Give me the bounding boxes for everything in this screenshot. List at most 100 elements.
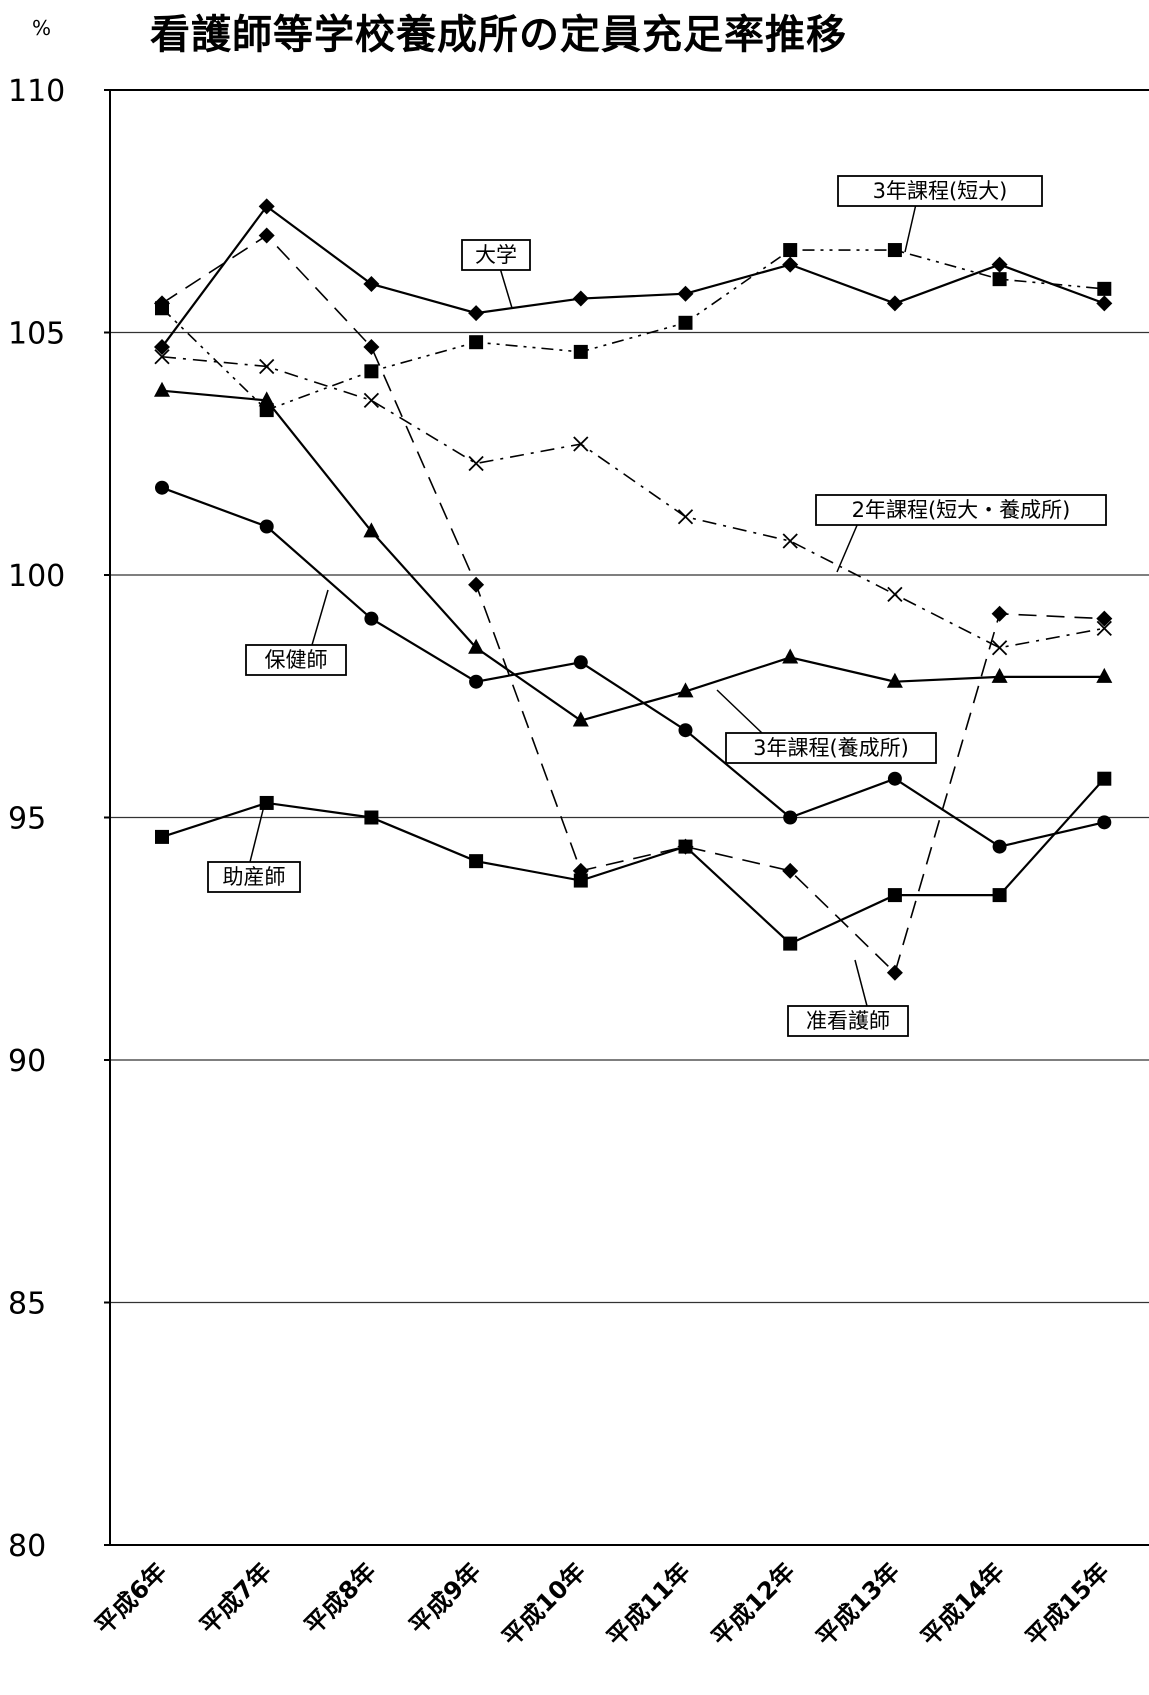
data-point-s2-6 xyxy=(782,533,798,549)
data-point-s5-4 xyxy=(573,873,588,888)
data-point-s3-7 xyxy=(886,672,903,688)
data-point-s2-5 xyxy=(677,509,694,525)
series-callout: 3年課程(短大) xyxy=(837,175,1043,253)
data-point-s5-9 xyxy=(1097,771,1112,786)
data-point-s6-8 xyxy=(991,605,1008,622)
data-point-s1-8 xyxy=(992,272,1007,287)
series-label: 3年課程(養成所) xyxy=(753,736,909,760)
data-point-s6-7 xyxy=(886,964,903,981)
data-point-s6-9 xyxy=(1096,610,1113,627)
data-point-s5-8 xyxy=(992,888,1007,903)
series-markers xyxy=(154,198,1113,981)
y-tick-label: 80 xyxy=(8,1529,46,1564)
data-point-s6-0 xyxy=(154,295,170,312)
series-label: 2年課程(短大・養成所) xyxy=(852,498,1071,522)
data-point-s4-1 xyxy=(259,519,274,534)
data-point-s2-2 xyxy=(363,392,380,409)
x-tick-label: 平成7年 xyxy=(194,1557,277,1640)
data-point-s4-0 xyxy=(155,480,169,495)
series-line-4 xyxy=(161,486,1105,848)
data-point-s3-6 xyxy=(782,648,799,664)
data-point-s3-0 xyxy=(154,381,170,397)
data-point-s3-9 xyxy=(1096,667,1113,683)
y-tick-label: 95 xyxy=(8,802,46,837)
data-point-s2-8 xyxy=(991,640,1008,656)
series-label: 3年課程(短大) xyxy=(873,179,1008,203)
data-point-s1-7 xyxy=(887,243,902,258)
data-point-s5-1 xyxy=(259,795,274,810)
chart-title: 看護師等学校養成所の定員充足率推移 xyxy=(150,12,847,58)
data-point-s1-3 xyxy=(469,335,484,350)
y-tick-label: 100 xyxy=(8,559,65,594)
data-point-s5-7 xyxy=(887,888,902,903)
data-point-s2-1 xyxy=(259,358,275,375)
data-point-s4-3 xyxy=(469,674,484,689)
series-line-6 xyxy=(161,234,1105,975)
y-tick-labels: 110 105 100 95 90 85 80 xyxy=(8,74,65,1564)
series-callout: 保健師 xyxy=(245,589,347,676)
series-line-3 xyxy=(161,389,1105,722)
x-tick-label: 平成9年 xyxy=(404,1557,487,1640)
x-tick-label: 平成12年 xyxy=(706,1557,800,1651)
series-callout: 3年課程(養成所) xyxy=(716,689,937,764)
data-point-s5-2 xyxy=(364,810,379,825)
data-point-s4-6 xyxy=(783,810,798,825)
data-point-s3-3 xyxy=(468,638,485,654)
data-point-s5-0 xyxy=(155,829,169,844)
data-point-s5-3 xyxy=(469,854,484,869)
data-point-s0-8 xyxy=(991,256,1008,273)
data-point-s2-7 xyxy=(887,586,903,603)
data-point-s4-7 xyxy=(887,771,902,786)
data-point-s0-4 xyxy=(572,290,589,307)
x-tick-label: 平成13年 xyxy=(811,1557,905,1651)
series-label: 大学 xyxy=(475,243,517,267)
data-point-s6-5 xyxy=(677,838,694,855)
data-point-s6-4 xyxy=(572,862,589,879)
y-axis-unit-label: % xyxy=(32,16,52,40)
x-tick-labels: 平成6年 平成7年 平成8年 平成9年 平成10年 平成11年 平成12年 平成13年 平成14… xyxy=(90,1557,1115,1651)
data-point-s5-6 xyxy=(783,936,798,951)
series-line-1 xyxy=(161,249,1105,412)
data-point-s0-2 xyxy=(363,276,380,292)
series-callout: 准看護師 xyxy=(787,959,909,1037)
data-point-s6-2 xyxy=(363,339,380,356)
series-callout: 助産師 xyxy=(207,805,301,893)
data-point-s0-7 xyxy=(886,295,903,312)
y-tick-label: 110 xyxy=(8,74,65,109)
data-point-s1-6 xyxy=(783,243,798,258)
data-point-s0-5 xyxy=(677,285,694,302)
x-tick-label: 平成11年 xyxy=(601,1557,695,1651)
x-tick-label: 平成14年 xyxy=(916,1557,1010,1651)
x-tick-label: 平成10年 xyxy=(497,1557,591,1651)
data-point-s0-9 xyxy=(1096,295,1113,312)
data-point-s1-9 xyxy=(1097,281,1112,296)
data-point-s2-3 xyxy=(468,455,484,472)
x-tick-label: 平成15年 xyxy=(1020,1557,1114,1651)
y-tick-label: 90 xyxy=(8,1044,46,1079)
series-line-0 xyxy=(161,204,1105,348)
data-point-s1-4 xyxy=(573,344,588,359)
data-point-s6-1 xyxy=(258,227,275,244)
data-point-s3-2 xyxy=(363,522,380,538)
data-point-s1-5 xyxy=(678,315,693,330)
data-point-s1-2 xyxy=(364,364,379,379)
data-point-s6-6 xyxy=(782,862,799,879)
y-tick-label: 85 xyxy=(8,1287,46,1322)
data-point-s3-1 xyxy=(258,391,275,407)
data-point-s6-3 xyxy=(468,576,485,593)
axes xyxy=(104,89,1149,1546)
data-point-s0-0 xyxy=(154,339,170,356)
data-point-s4-9 xyxy=(1097,815,1112,830)
data-point-s4-8 xyxy=(992,839,1007,854)
series-line-2 xyxy=(161,355,1105,649)
data-point-s0-1 xyxy=(258,198,275,215)
data-point-s4-2 xyxy=(364,611,379,626)
data-point-s4-4 xyxy=(573,655,588,670)
data-point-s3-5 xyxy=(677,682,694,698)
x-tick-label: 平成8年 xyxy=(299,1557,382,1640)
series-label: 准看護師 xyxy=(806,1009,890,1033)
series-callout: 大学 xyxy=(461,239,531,309)
data-point-s0-6 xyxy=(782,256,799,273)
data-point-s2-9 xyxy=(1096,620,1112,636)
